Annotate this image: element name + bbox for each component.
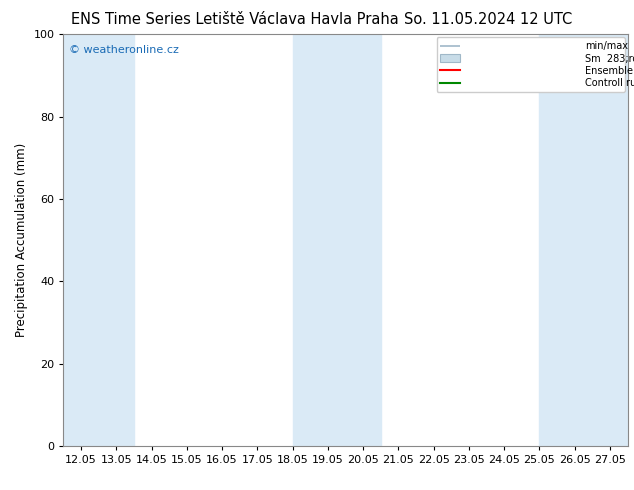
Text: So. 11.05.2024 12 UTC: So. 11.05.2024 12 UTC (404, 12, 573, 27)
Bar (540, 34, 628, 446)
Text: © weatheronline.cz: © weatheronline.cz (69, 45, 179, 54)
Bar (63, 34, 99, 446)
Text: ENS Time Series Letiště Václava Havla Praha: ENS Time Series Letiště Václava Havla Pr… (71, 12, 398, 27)
Bar (293, 34, 381, 446)
Y-axis label: Precipitation Accumulation (mm): Precipitation Accumulation (mm) (15, 143, 28, 337)
Legend: min/max, Sm  283;rodatn acute; odchylka, Ensemble mean run, Controll run: min/max, Sm 283;rodatn acute; odchylka, … (437, 37, 624, 92)
Bar (99, 34, 134, 446)
